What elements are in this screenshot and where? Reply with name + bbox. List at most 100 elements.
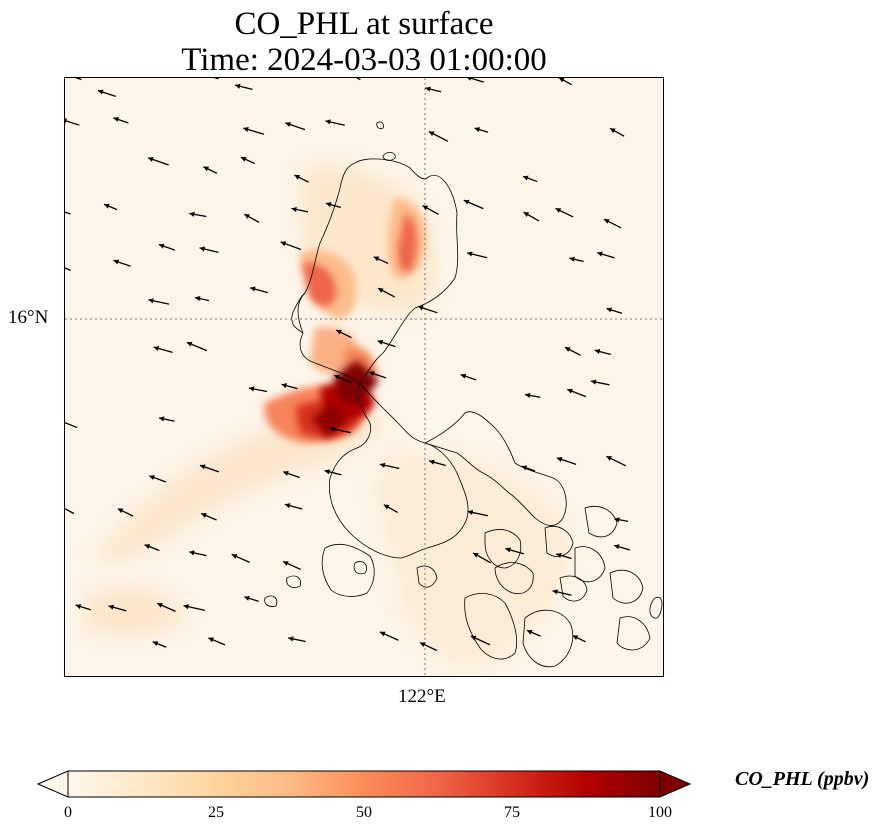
wind-arrow-head bbox=[429, 459, 435, 465]
wind-arrow-shaft bbox=[65, 267, 71, 271]
wind-arrow-shaft bbox=[65, 211, 71, 215]
wind-arrow-head bbox=[614, 517, 620, 523]
wind-arrow-head bbox=[559, 78, 565, 83]
wind-arrow-head bbox=[467, 251, 473, 257]
wind-arrow-head bbox=[428, 131, 435, 137]
wind-arrow-head bbox=[284, 503, 291, 509]
colorbar-tick-label: 75 bbox=[504, 804, 520, 821]
wind-arrow-head bbox=[203, 166, 210, 172]
wind-arrow-head bbox=[113, 117, 120, 122]
wind-arrow-head bbox=[467, 78, 472, 81]
map-subtitle-time: Time: 2024-03-03 01:00:00 bbox=[181, 42, 547, 78]
wind-arrow-head bbox=[505, 547, 511, 553]
latitude-tick-label: 16°N bbox=[8, 307, 49, 328]
wind-arrow-head bbox=[606, 307, 612, 313]
wind-arrow-head bbox=[614, 544, 620, 550]
wind-arrow-head bbox=[569, 256, 575, 262]
wind-arrow-head bbox=[231, 554, 238, 559]
wind-arrow-head bbox=[425, 86, 431, 92]
wind-arrow-head bbox=[379, 462, 386, 468]
wind-arrow-head bbox=[474, 127, 481, 133]
wind-arrow-head bbox=[470, 635, 477, 641]
wind-arrow-head bbox=[148, 298, 154, 304]
wind-arrow-head bbox=[418, 305, 424, 311]
wind-arrow-head bbox=[606, 456, 612, 461]
wind-arrow-head bbox=[117, 508, 124, 514]
wind-arrow-head bbox=[149, 475, 155, 480]
coastlines bbox=[264, 121, 663, 668]
map-panel bbox=[64, 77, 664, 677]
wind-arrow-head bbox=[523, 212, 530, 217]
wind-arrow-head bbox=[157, 602, 163, 608]
colorbar-extend-high bbox=[659, 770, 692, 798]
wind-arrow-shaft bbox=[467, 78, 484, 83]
wind-arrow-head bbox=[183, 604, 189, 610]
wind-arrow-head bbox=[97, 89, 104, 95]
wind-arrow-head bbox=[104, 203, 110, 209]
wind-arrow-head bbox=[325, 119, 331, 125]
colorbar-tick-label: 0 bbox=[64, 804, 72, 821]
wind-arrow-head bbox=[555, 208, 562, 213]
wind-arrow-head bbox=[144, 544, 151, 549]
wind-arrow-head bbox=[419, 642, 426, 648]
wind-arrow-head bbox=[208, 637, 214, 643]
wind-arrow-head bbox=[244, 595, 250, 601]
wind-arrow-head bbox=[243, 127, 249, 132]
wind-arrow-head bbox=[597, 251, 603, 257]
wind-arrow-head bbox=[369, 371, 375, 377]
wind-arrow-head bbox=[244, 214, 250, 219]
wind-arrow-head bbox=[189, 211, 195, 217]
wind-arrow-head bbox=[65, 118, 68, 124]
wind-arrow-head bbox=[526, 629, 533, 635]
wind-arrow-head bbox=[291, 206, 297, 213]
wind-arrow-head bbox=[280, 241, 287, 247]
wind-arrow-head bbox=[460, 373, 467, 379]
wind-arrow-head bbox=[556, 457, 563, 462]
wind-arrow-head bbox=[590, 379, 597, 385]
wind-arrow-head bbox=[377, 339, 384, 345]
wind-arrow-head bbox=[250, 286, 256, 292]
wind-arrow-head bbox=[75, 604, 82, 610]
wind-arrow-head bbox=[186, 341, 193, 347]
colorbar-tick-label: 50 bbox=[356, 804, 372, 821]
wind-arrow-head bbox=[377, 288, 384, 293]
wind-arrow-head bbox=[199, 464, 206, 470]
wind-arrow-shaft bbox=[65, 421, 78, 429]
wind-arrow-shaft bbox=[74, 78, 82, 81]
wind-arrow-head bbox=[525, 392, 531, 398]
wind-arrow-head bbox=[152, 641, 159, 647]
wind-arrow-head bbox=[463, 199, 470, 205]
wind-arrow-head bbox=[383, 504, 390, 510]
wind-arrow-head bbox=[572, 635, 579, 641]
wind-arrow-head bbox=[285, 122, 291, 127]
concentration-field bbox=[85, 165, 570, 670]
colorbar-label: CO_PHL (ppbv) bbox=[735, 768, 870, 790]
wind-arrow-head bbox=[240, 156, 247, 162]
longitude-tick-label: 122°E bbox=[398, 686, 446, 707]
wind-arrow-head bbox=[603, 219, 610, 224]
colorbar-gradient bbox=[67, 770, 661, 798]
wind-arrow-head bbox=[108, 604, 115, 610]
wind-arrow-head bbox=[147, 156, 154, 162]
wind-arrow-shaft bbox=[356, 78, 361, 81]
wind-arrow-head bbox=[523, 175, 529, 181]
colorbar-extend-low bbox=[36, 770, 69, 798]
wind-arrow-head bbox=[473, 552, 479, 558]
wind-arrow-head bbox=[248, 386, 255, 392]
wind-arrow-head bbox=[467, 509, 474, 516]
colorbar-tick-label: 25 bbox=[208, 804, 224, 821]
wind-arrow-head bbox=[521, 465, 528, 471]
colorbar-tick-label: 100 bbox=[648, 804, 672, 821]
wind-arrow-head bbox=[158, 416, 165, 422]
wind-arrow-head bbox=[283, 561, 289, 566]
wind-arrow-head bbox=[564, 347, 571, 352]
wind-arrow-head bbox=[336, 329, 342, 335]
wind-arrow-head bbox=[552, 589, 558, 595]
wind-arrow-head bbox=[153, 345, 160, 351]
wind-arrow-head bbox=[324, 469, 331, 475]
wind-arrow-head bbox=[281, 383, 288, 389]
wind-arrow-head bbox=[288, 636, 294, 642]
wind-arrow-head bbox=[379, 631, 386, 637]
wind-arrow-head bbox=[199, 246, 206, 252]
wind-arrow-shaft bbox=[65, 119, 80, 126]
